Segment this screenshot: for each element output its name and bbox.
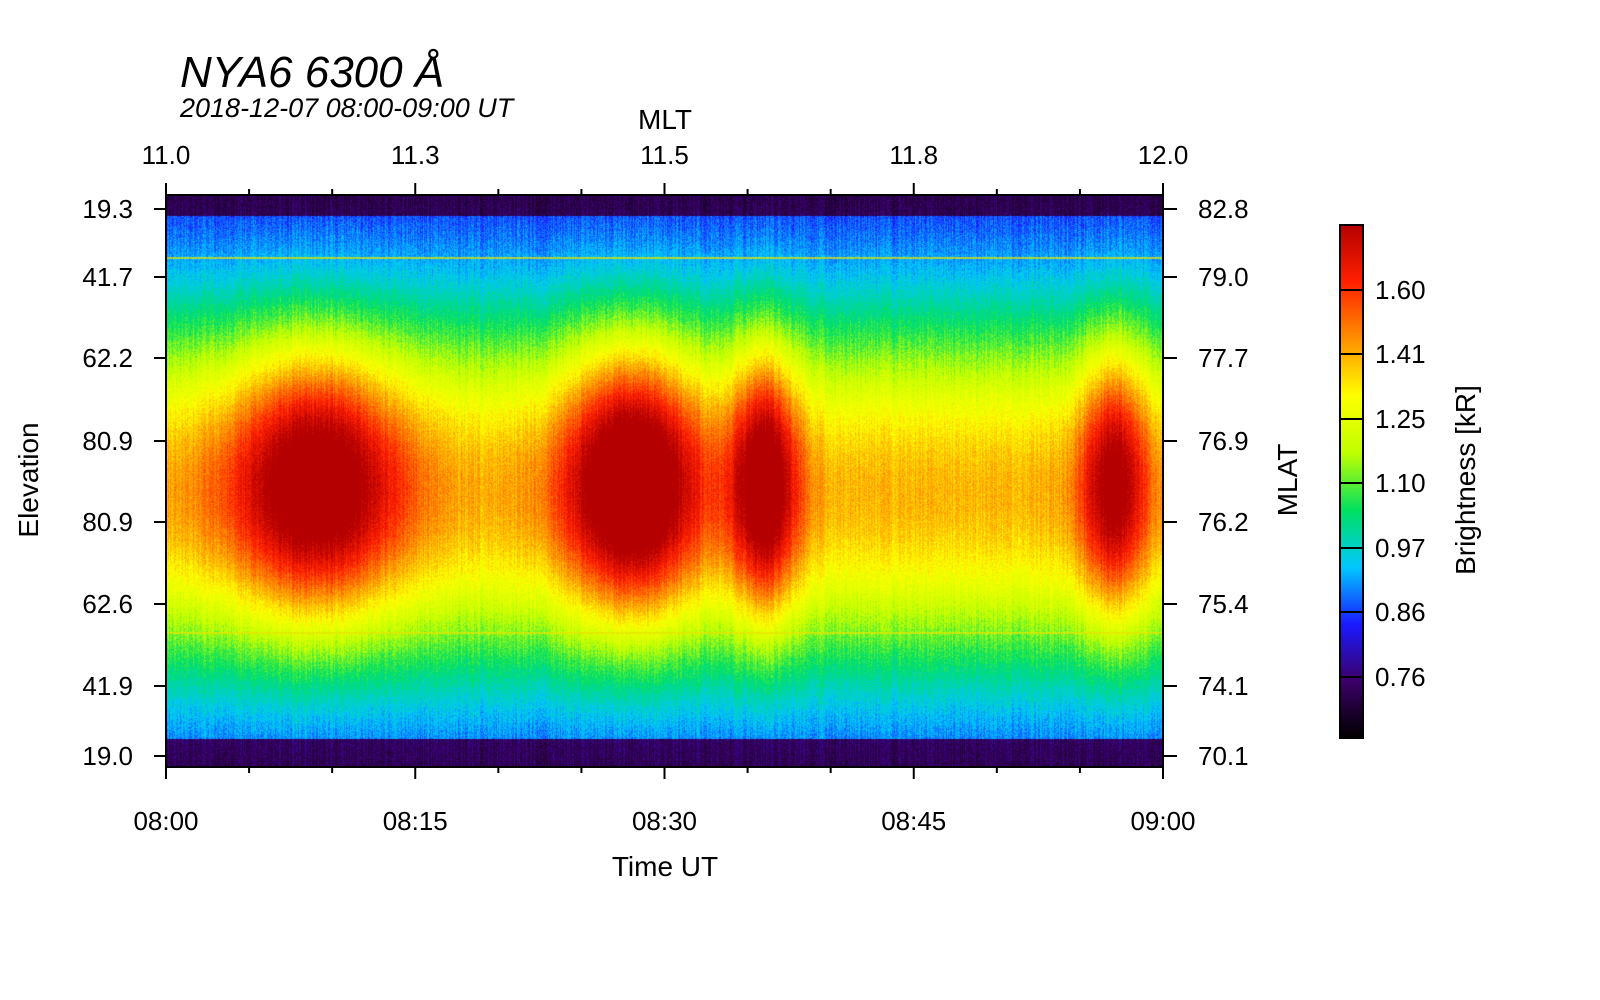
heatmap-plot-area (166, 195, 1163, 767)
right-tick-label: 76.2 (1198, 507, 1249, 537)
y-tick-label: 41.9 (82, 671, 133, 701)
y-tick-label: 19.3 (82, 194, 133, 224)
y-tick-label: 62.6 (82, 589, 133, 619)
x-tick-label: 08:15 (383, 806, 448, 836)
colorbar-tick-label: 0.97 (1375, 533, 1426, 563)
colorbar-tick-label: 1.25 (1375, 404, 1426, 434)
colorbar-tick-label: 1.60 (1375, 275, 1426, 305)
right-axis-label: MLAT (1272, 444, 1303, 517)
colorbar-label: Brightness [kR] (1450, 385, 1481, 575)
top-tick-label: 11.8 (889, 140, 938, 170)
y-tick-label: 41.7 (82, 262, 133, 292)
y-tick-label: 80.9 (82, 507, 133, 537)
right-tick-label: 79.0 (1198, 262, 1249, 292)
top-tick-label: 11.3 (391, 140, 440, 170)
colorbar-tick-label: 0.86 (1375, 597, 1426, 627)
top-tick-label: 11.5 (640, 140, 689, 170)
x-tick-label: 09:00 (1130, 806, 1195, 836)
top-axis-label: MLT (638, 104, 692, 135)
right-tick-label: 77.7 (1198, 343, 1249, 373)
y-tick-label: 19.0 (82, 741, 133, 771)
colorbar-tick-label: 1.41 (1375, 339, 1426, 369)
y-axis-label: Elevation (13, 422, 44, 537)
x-tick-label: 08:00 (133, 806, 198, 836)
colorbar: 0.76 0.86 0.97 1.10 1.25 1.41 1.60 (1339, 224, 1426, 739)
top-tick-label: 12.0 (1138, 140, 1189, 170)
right-tick-label: 82.8 (1198, 194, 1249, 224)
y-tick-label: 80.9 (82, 426, 133, 456)
top-tick-label: 11.0 (142, 140, 191, 170)
x-tick-label: 08:30 (632, 806, 697, 836)
x-axis-label: Time UT (612, 851, 718, 882)
y-tick-label: 62.2 (82, 343, 133, 373)
right-tick-label: 75.4 (1198, 589, 1249, 619)
x-tick-label: 08:45 (881, 806, 946, 836)
heatmap-canvas (166, 195, 1163, 767)
chart-subtitle: 2018-12-07 08:00-09:00 UT (179, 93, 516, 123)
right-tick-label: 74.1 (1198, 671, 1249, 701)
chart-title: NYA6 6300 Å (180, 48, 444, 97)
colorbar-tick-label: 1.10 (1375, 468, 1426, 498)
colorbar-tick-label: 0.76 (1375, 662, 1426, 692)
right-tick-label: 76.9 (1198, 426, 1249, 456)
axes: 08:00 11.0 08:15 11.3 08:30 11.5 08:45 11.8 09:0… (82, 140, 1248, 836)
right-tick-label: 70.1 (1198, 741, 1249, 771)
colorbar-scale (1339, 224, 1364, 739)
